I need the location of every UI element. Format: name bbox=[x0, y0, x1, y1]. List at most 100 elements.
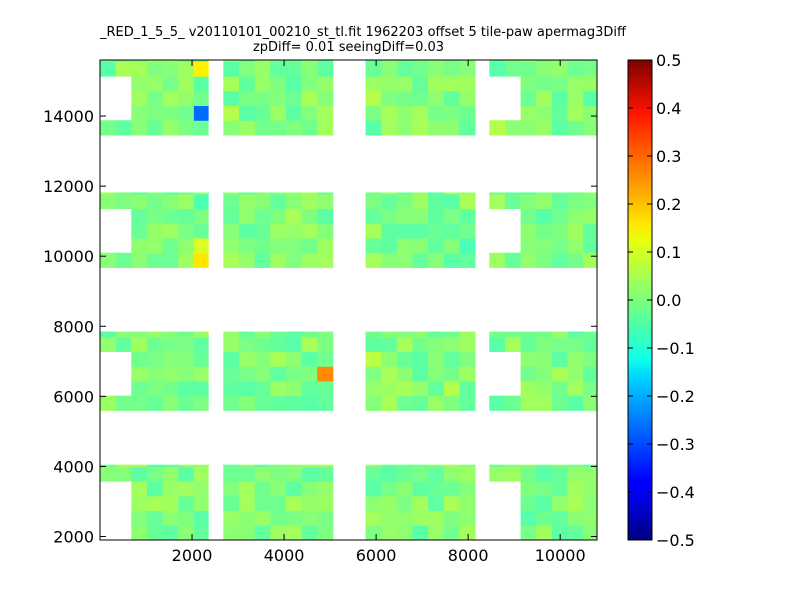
heatmap-cell bbox=[443, 366, 460, 382]
heatmap-cell bbox=[178, 510, 195, 526]
heatmap-cell bbox=[162, 120, 179, 136]
heatmap-cell bbox=[443, 61, 460, 77]
heatmap-cell bbox=[270, 495, 287, 512]
heatmap-cell bbox=[536, 336, 553, 353]
heatmap-cell bbox=[428, 464, 445, 467]
heatmap-cell bbox=[365, 76, 382, 92]
heatmap-cell bbox=[100, 466, 117, 482]
heatmap-cell bbox=[317, 192, 334, 195]
heatmap-cell bbox=[365, 331, 382, 338]
heatmap-cell bbox=[238, 466, 256, 482]
heatmap-cell bbox=[365, 395, 382, 411]
heatmap-cell bbox=[131, 76, 148, 92]
heatmap-cell bbox=[428, 60, 445, 62]
heatmap-cell bbox=[162, 192, 179, 195]
heatmap-cell bbox=[381, 120, 398, 136]
heatmap-cell bbox=[301, 237, 318, 254]
heatmap-cell bbox=[567, 76, 584, 92]
heatmap-cell bbox=[131, 481, 148, 497]
heatmap-cell bbox=[223, 252, 240, 268]
heatmap-cell bbox=[443, 237, 460, 254]
heatmap-cell bbox=[317, 495, 334, 512]
heatmap-cell bbox=[146, 510, 164, 526]
heatmap-cell bbox=[270, 76, 287, 92]
heatmap-cell bbox=[115, 395, 132, 411]
heatmap-cell bbox=[520, 61, 537, 77]
heatmap-cell bbox=[381, 336, 398, 353]
heatmap-cell bbox=[223, 193, 240, 210]
heatmap-cell bbox=[285, 76, 303, 92]
heatmap-cell bbox=[223, 105, 240, 121]
heatmap-cell bbox=[443, 90, 460, 107]
heatmap-cell bbox=[583, 120, 597, 136]
heatmap-cell bbox=[536, 525, 553, 540]
heatmap-cell bbox=[223, 60, 240, 62]
colorbar-tick-label: 0.2 bbox=[656, 195, 681, 214]
heatmap-cell bbox=[238, 223, 256, 239]
heatmap-cell bbox=[428, 193, 445, 210]
heatmap-cell bbox=[583, 366, 597, 382]
heatmap-cell bbox=[583, 60, 597, 62]
heatmap-cell bbox=[428, 380, 445, 397]
heatmap-cell bbox=[254, 331, 271, 338]
heatmap-cell bbox=[317, 466, 334, 482]
heatmap-cell bbox=[238, 395, 256, 411]
heatmap-cell bbox=[285, 510, 303, 526]
heatmap-cell bbox=[412, 466, 429, 482]
heatmap-cell bbox=[223, 331, 240, 338]
heatmap-cell bbox=[317, 481, 334, 497]
heatmap-cell bbox=[567, 366, 584, 382]
heatmap-cell bbox=[428, 525, 445, 540]
heatmap-cell bbox=[396, 237, 413, 254]
y-tick-label: 4000 bbox=[53, 457, 94, 476]
heatmap-cell bbox=[520, 90, 537, 107]
heatmap-cell bbox=[238, 61, 256, 77]
heatmap-cell bbox=[100, 192, 117, 195]
heatmap-cell bbox=[443, 76, 460, 92]
heatmap-cell bbox=[583, 380, 597, 397]
heatmap-cell bbox=[238, 192, 256, 195]
heatmap-cell bbox=[100, 464, 117, 467]
heatmap-cell bbox=[551, 76, 569, 92]
heatmap-cell bbox=[270, 351, 287, 367]
heatmap-cell bbox=[178, 208, 195, 224]
heatmap-cell bbox=[223, 481, 240, 497]
heatmap-cell bbox=[412, 60, 429, 62]
heatmap-cell bbox=[396, 336, 413, 353]
heatmap-cell bbox=[146, 61, 164, 77]
heatmap-cell bbox=[193, 351, 209, 367]
heatmap-cell bbox=[396, 76, 413, 92]
heatmap-cell bbox=[428, 495, 445, 512]
heatmap-cell bbox=[428, 252, 445, 268]
heatmap-cell bbox=[223, 223, 240, 239]
heatmap-cell bbox=[162, 105, 179, 121]
heatmap-cell bbox=[536, 380, 553, 397]
chart-title: _RED_1_5_5_ v20110101_00210_st_tl.fit 19… bbox=[100, 25, 626, 40]
heatmap-cell bbox=[551, 193, 569, 210]
heatmap-cell bbox=[396, 90, 413, 107]
heatmap-cell bbox=[162, 223, 179, 239]
heatmap-cell bbox=[270, 105, 287, 121]
heatmap-cell bbox=[178, 120, 195, 136]
heatmap-cell bbox=[567, 90, 584, 107]
heatmap-cell bbox=[443, 525, 460, 540]
chart-subtitle: zpDiff= 0.01 seeingDiff=0.03 bbox=[252, 40, 445, 55]
heatmap-cell bbox=[489, 464, 506, 467]
heatmap-cell bbox=[365, 464, 382, 467]
heatmap-cell bbox=[317, 336, 334, 353]
heatmap-cell bbox=[223, 466, 240, 482]
heatmap-cell bbox=[301, 395, 318, 411]
heatmap-cell bbox=[131, 525, 148, 540]
heatmap-cell bbox=[365, 525, 382, 540]
heatmap-cell bbox=[520, 192, 537, 195]
heatmap-cell bbox=[162, 61, 179, 77]
heatmap-cell bbox=[131, 495, 148, 512]
heatmap-cell bbox=[115, 192, 132, 195]
heatmap-cell bbox=[583, 252, 597, 268]
heatmap-cell bbox=[254, 395, 271, 411]
heatmap-cell bbox=[551, 525, 569, 540]
heatmap-cell bbox=[131, 336, 148, 353]
heatmap-cell bbox=[223, 495, 240, 512]
heatmap-cell bbox=[381, 76, 398, 92]
heatmap-cell bbox=[381, 481, 398, 497]
